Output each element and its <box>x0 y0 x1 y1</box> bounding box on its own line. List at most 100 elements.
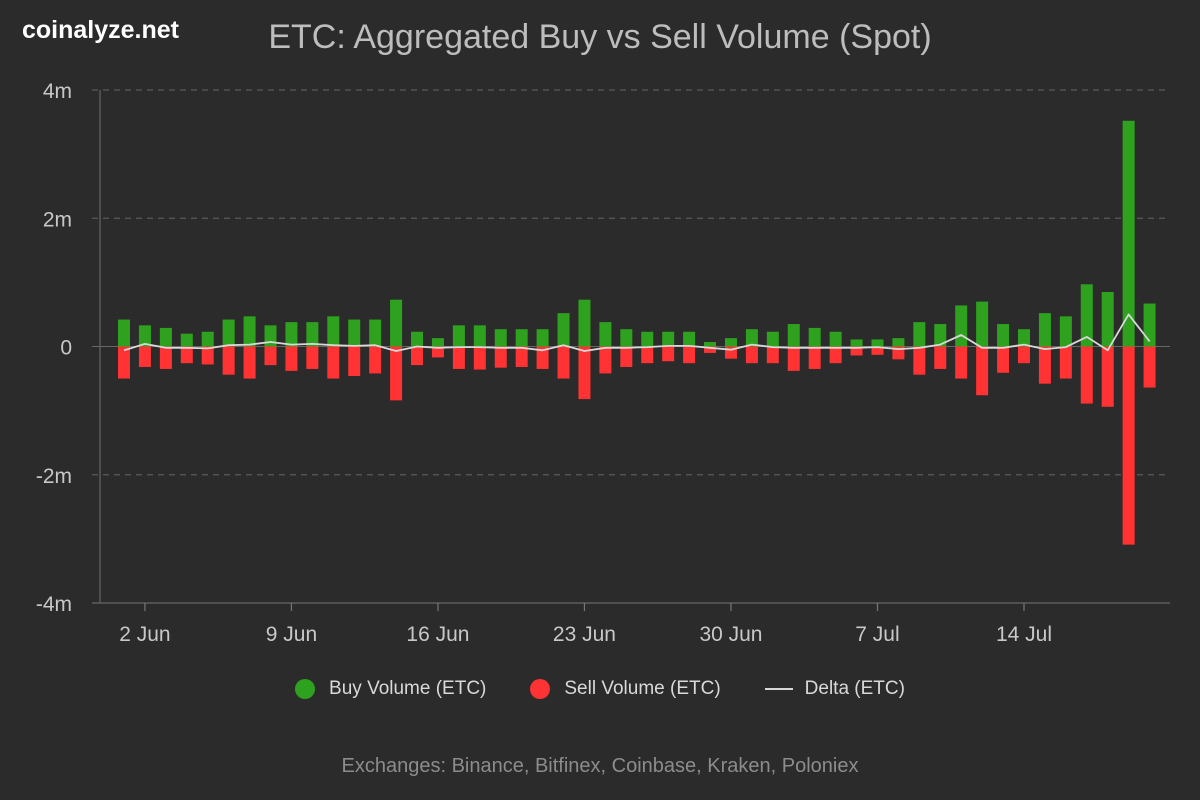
sell-volume-bar <box>138 346 151 368</box>
buy-volume-bar <box>662 331 675 347</box>
buy-volume-bar <box>871 339 884 347</box>
buy-volume-bar <box>766 331 779 347</box>
sell-volume-bar <box>118 346 130 379</box>
y-tick-label: -4m <box>36 593 72 616</box>
buy-volume-bar <box>348 319 361 347</box>
sell-volume-bar <box>955 346 968 379</box>
sell-volume-bar <box>829 346 842 364</box>
buy-volume-bar <box>285 322 298 347</box>
buy-volume-bar <box>390 299 403 347</box>
sell-volume-bar <box>1038 346 1051 384</box>
buy-volume-bar <box>850 339 863 347</box>
exchanges-footer: Exchanges: Binance, Bitfinex, Coinbase, … <box>341 755 859 777</box>
x-tick-label: 23 Jun <box>553 623 616 646</box>
legend-label-delta: Delta (ETC) <box>804 678 905 699</box>
sell-volume-bar <box>431 346 444 358</box>
sell-volume-bar <box>390 346 403 401</box>
buy-volume-bar <box>369 319 382 347</box>
buy-volume-bar <box>1017 329 1030 347</box>
buy-volume-bar <box>557 313 570 347</box>
buy-volume-bar <box>724 338 737 347</box>
sell-volume-bar <box>348 346 361 376</box>
x-tick-label: 9 Jun <box>266 623 317 646</box>
buy-volume-bar <box>1080 284 1093 347</box>
sell-volume-bar <box>1143 346 1156 388</box>
buy-volume-bar <box>829 331 842 347</box>
buy-volume-bar <box>683 331 696 347</box>
buy-volume-bar <box>452 325 465 347</box>
buy-volume-bar <box>515 329 528 347</box>
buy-volume-bar <box>641 331 654 347</box>
sell-volume-bar <box>327 346 340 379</box>
buy-volume-bar <box>1122 120 1135 347</box>
sell-volume-bar <box>411 346 424 366</box>
x-tick-label: 14 Jul <box>996 623 1052 646</box>
sell-volume-bar <box>222 346 235 375</box>
delta-line-swatch <box>764 688 793 690</box>
buy-volume-bar <box>599 322 612 347</box>
buy-volume-swatch <box>295 679 316 699</box>
buy-volume-bar <box>955 305 968 347</box>
buy-volume-bar <box>1059 316 1072 347</box>
sell-volume-bar <box>683 346 696 364</box>
buy-volume-bar <box>431 338 444 347</box>
buy-volume-bar <box>201 331 214 347</box>
buy-volume-bar <box>1143 303 1156 347</box>
legend-label-buy: Buy Volume (ETC) <box>329 678 487 699</box>
buy-volume-bar <box>578 299 591 347</box>
sell-volume-bar <box>285 346 298 371</box>
x-tick-label: 7 Jul <box>855 623 899 646</box>
sell-volume-bar <box>452 346 465 369</box>
buy-volume-bar <box>536 329 549 347</box>
buy-volume-bar <box>327 316 340 347</box>
sell-volume-bar <box>745 346 758 364</box>
sell-volume-bar <box>515 346 528 368</box>
buy-volume-bar <box>494 329 507 347</box>
x-tick-label: 16 Jun <box>406 623 469 646</box>
legend-item-sell[interactable]: Sell Volume (ETC) <box>530 678 721 700</box>
sell-volume-bar <box>1059 346 1072 379</box>
sell-volume-bar <box>808 346 821 369</box>
y-tick-label: 0 <box>60 337 72 360</box>
buy-volume-bar <box>620 329 633 347</box>
sell-volume-bar <box>913 346 926 375</box>
sell-volume-bar <box>494 346 507 368</box>
sell-volume-bar <box>662 346 675 362</box>
sell-volume-swatch <box>530 679 551 699</box>
buy-volume-bar <box>411 331 424 347</box>
sell-volume-bar <box>369 346 382 374</box>
buy-volume-bar <box>159 327 172 347</box>
buy-volume-bar <box>745 329 758 347</box>
legend-item-buy[interactable]: Buy Volume (ETC) <box>295 678 486 700</box>
sell-volume-bar <box>1080 346 1093 404</box>
sell-volume-bar <box>787 346 800 371</box>
legend-item-delta[interactable]: Delta (ETC) <box>764 678 905 700</box>
delta-line <box>123 313 1151 352</box>
sell-volume-bar <box>641 346 654 364</box>
y-tick-label: -2m <box>36 465 72 488</box>
sell-volume-bar <box>871 346 884 355</box>
buy-volume-bar <box>222 319 235 347</box>
sell-volume-bar <box>1122 346 1135 545</box>
chart-title: ETC: Aggregated Buy vs Sell Volume (Spot… <box>268 18 932 56</box>
buy-volume-bar <box>118 319 130 347</box>
sell-volume-bar <box>264 346 277 366</box>
buy-volume-bar <box>787 324 800 347</box>
sell-volume-bar <box>180 346 193 364</box>
buy-volume-bar <box>243 316 256 347</box>
buy-volume-bar <box>306 322 319 347</box>
buy-volume-bar <box>997 324 1010 347</box>
buy-volume-bar <box>180 333 193 347</box>
sell-volume-bar <box>766 346 779 364</box>
buy-volume-bar <box>913 322 926 347</box>
sell-volume-bar <box>934 346 947 369</box>
y-tick-label: 4m <box>43 80 72 103</box>
sell-volume-bar <box>997 346 1010 373</box>
sell-volume-bar <box>599 346 612 374</box>
legend-label-sell: Sell Volume (ETC) <box>564 678 721 699</box>
buy-volume-bar <box>1038 313 1051 347</box>
buy-volume-bar <box>808 327 821 347</box>
sell-volume-bar <box>1017 346 1030 364</box>
buy-volume-bar <box>473 325 486 347</box>
buy-volume-bar <box>892 338 905 347</box>
